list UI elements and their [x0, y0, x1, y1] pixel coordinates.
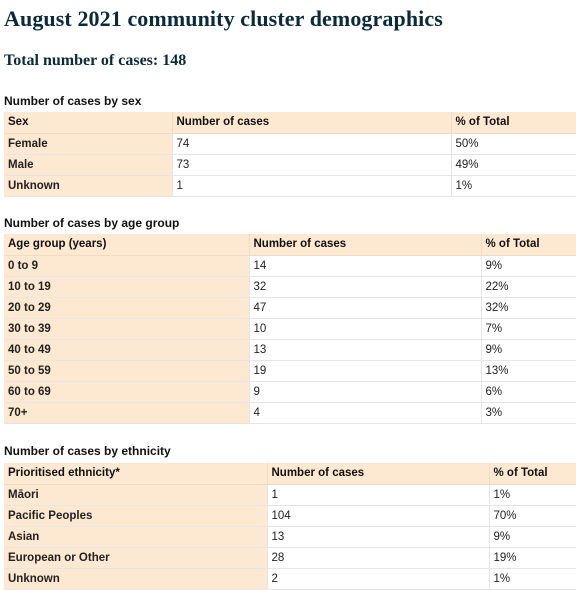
age-table-caption: Number of cases by age group [4, 216, 180, 230]
cell-percent: 22% [480, 276, 576, 298]
table-row: Unknown 1 1% [4, 175, 576, 197]
total-cases: Total number of cases: 148 [4, 52, 187, 69]
column-header: Number of cases [266, 463, 489, 485]
cell-percent: 3% [480, 402, 576, 424]
ethnicity-table: Prioritised ethnicity* Number of cases %… [4, 463, 576, 590]
table-row: European or Other 28 19% [4, 547, 576, 569]
row-label: 40 to 49 [4, 339, 249, 361]
table-header-row: Age group (years) Number of cases % of T… [4, 234, 576, 256]
column-header: % of Total [450, 112, 576, 134]
cell-percent: 32% [480, 297, 576, 319]
cell-percent: 1% [488, 568, 576, 590]
column-header: Number of cases [171, 112, 451, 134]
table-row: Unknown 2 1% [4, 568, 576, 590]
row-label: Pacific Peoples [4, 505, 267, 527]
table-header-row: Sex Number of cases % of Total [4, 112, 576, 134]
cell-percent: 19% [488, 547, 576, 569]
row-label: Māori [4, 484, 267, 506]
column-header: Age group (years) [4, 234, 249, 256]
row-label: 60 to 69 [4, 381, 249, 403]
row-label: Asian [4, 526, 267, 548]
cell-percent: 13% [480, 360, 576, 382]
table-row: 70+ 4 3% [4, 402, 576, 424]
row-label: 20 to 29 [4, 297, 249, 319]
cell-count: 74 [171, 133, 451, 155]
cell-percent: 49% [450, 154, 576, 176]
table-row: 10 to 19 32 22% [4, 276, 576, 298]
row-label: Male [4, 154, 172, 176]
cell-count: 14 [248, 255, 481, 277]
table-row: Male 73 49% [4, 154, 576, 176]
ethnicity-table-caption: Number of cases by ethnicity [4, 444, 171, 458]
row-label: 0 to 9 [4, 255, 249, 277]
column-header: Prioritised ethnicity* [4, 463, 267, 485]
cell-percent: 7% [480, 318, 576, 340]
cell-count: 47 [248, 297, 481, 319]
cell-count: 104 [266, 505, 489, 527]
cell-count: 1 [171, 175, 451, 197]
cell-count: 1 [266, 484, 489, 506]
cell-count: 13 [266, 526, 489, 548]
table-row: Asian 13 9% [4, 526, 576, 548]
cell-count: 10 [248, 318, 481, 340]
cell-percent: 9% [480, 255, 576, 277]
row-label: 30 to 39 [4, 318, 249, 340]
row-label: European or Other [4, 547, 267, 569]
table-row: Māori 1 1% [4, 484, 576, 506]
cell-percent: 50% [450, 133, 576, 155]
page-title: August 2021 community cluster demographi… [4, 6, 443, 31]
cell-percent: 1% [450, 175, 576, 197]
cell-count: 2 [266, 568, 489, 590]
table-row: 40 to 49 13 9% [4, 339, 576, 361]
cell-count: 4 [248, 402, 481, 424]
cell-count: 13 [248, 339, 481, 361]
row-label: Unknown [4, 568, 267, 590]
cell-count: 32 [248, 276, 481, 298]
cell-count: 73 [171, 154, 451, 176]
cell-count: 19 [248, 360, 481, 382]
cell-percent: 1% [488, 484, 576, 506]
cell-count: 9 [248, 381, 481, 403]
table-row: 60 to 69 9 6% [4, 381, 576, 403]
cell-percent: 70% [488, 505, 576, 527]
row-label: Female [4, 133, 172, 155]
table-row: Female 74 50% [4, 133, 576, 155]
row-label: 10 to 19 [4, 276, 249, 298]
table-row: 0 to 9 14 9% [4, 255, 576, 277]
sex-table-caption: Number of cases by sex [4, 94, 142, 108]
table-row: 20 to 29 47 32% [4, 297, 576, 319]
table-header-row: Prioritised ethnicity* Number of cases %… [4, 463, 576, 485]
column-header: % of Total [480, 234, 576, 256]
column-header: % of Total [488, 463, 576, 485]
cell-count: 28 [266, 547, 489, 569]
cell-percent: 6% [480, 381, 576, 403]
table-row: Pacific Peoples 104 70% [4, 505, 576, 527]
row-label: 50 to 59 [4, 360, 249, 382]
column-header: Sex [4, 112, 172, 134]
cell-percent: 9% [488, 526, 576, 548]
table-row: 50 to 59 19 13% [4, 360, 576, 382]
sex-table: Sex Number of cases % of Total Female 74… [4, 112, 576, 197]
row-label: 70+ [4, 402, 249, 424]
row-label: Unknown [4, 175, 172, 197]
age-table: Age group (years) Number of cases % of T… [4, 234, 576, 424]
table-row: 30 to 39 10 7% [4, 318, 576, 340]
column-header: Number of cases [248, 234, 481, 256]
cell-percent: 9% [480, 339, 576, 361]
